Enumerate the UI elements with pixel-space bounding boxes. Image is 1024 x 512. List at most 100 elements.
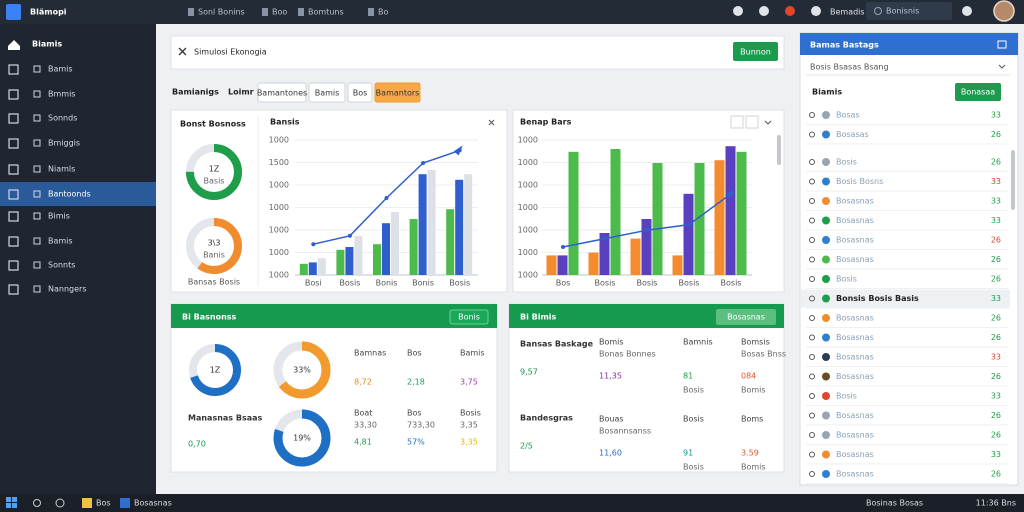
avatar[interactable] bbox=[993, 0, 1015, 22]
taskbar-app-icon[interactable] bbox=[82, 498, 92, 508]
sidebar-item[interactable]: Sonnts bbox=[48, 261, 75, 270]
sidebar-item[interactable]: Bamis bbox=[48, 237, 73, 246]
row-radio[interactable] bbox=[809, 237, 815, 243]
row-radio[interactable] bbox=[809, 178, 815, 185]
sidebar-bullet bbox=[33, 139, 41, 147]
sidebar-item[interactable]: Sonnds bbox=[48, 114, 77, 123]
dropdown-icon[interactable] bbox=[764, 120, 772, 125]
row-label[interactable]: Bosasnas bbox=[836, 431, 874, 440]
close-icon[interactable] bbox=[488, 119, 495, 126]
sidebar-icon bbox=[8, 211, 19, 222]
sidebar-item[interactable]: Bimis bbox=[48, 212, 70, 221]
row-label[interactable]: Bosasnas bbox=[836, 216, 874, 225]
row-radio[interactable] bbox=[809, 315, 815, 321]
dropdown-icon[interactable] bbox=[998, 64, 1006, 69]
sidebar-item[interactable]: Bmiggis bbox=[48, 139, 80, 148]
tab-icon[interactable] bbox=[298, 8, 304, 16]
row-icon bbox=[822, 470, 830, 478]
row-radio[interactable] bbox=[809, 393, 815, 399]
row-label[interactable]: Bosis Bosns bbox=[836, 177, 883, 186]
row-radio[interactable] bbox=[809, 159, 815, 165]
row-label[interactable]: Bosasnas bbox=[836, 411, 874, 420]
settings-icon[interactable] bbox=[962, 6, 972, 16]
card-button-label[interactable]: Bonis bbox=[458, 313, 480, 322]
tab-icon[interactable] bbox=[368, 8, 374, 16]
row-label[interactable]: Bosasas bbox=[836, 130, 869, 139]
top-icon[interactable] bbox=[785, 6, 795, 16]
filter-button-label[interactable]: Bamantones bbox=[257, 89, 307, 98]
panel-button[interactable] bbox=[955, 83, 1001, 101]
title-button[interactable] bbox=[733, 42, 778, 61]
panel-button-label[interactable]: Bonasaa bbox=[961, 88, 995, 97]
tab-icon[interactable] bbox=[188, 8, 194, 16]
taskbar-app[interactable]: Bosasnas bbox=[134, 499, 172, 508]
sidebar-item[interactable]: Bamis bbox=[48, 65, 73, 74]
row-label[interactable]: Bosasnas bbox=[836, 450, 874, 459]
tab-label[interactable]: Bomtuns bbox=[308, 8, 344, 17]
row-label[interactable]: Bosasnas bbox=[836, 372, 874, 381]
row-label[interactable]: Bosis bbox=[836, 158, 857, 167]
start-icon[interactable] bbox=[6, 497, 17, 508]
search-text[interactable]: Bonisnis bbox=[886, 7, 919, 16]
sidebar-item[interactable]: Niamls bbox=[48, 165, 75, 174]
filter-button[interactable] bbox=[347, 82, 373, 103]
sidebar-item[interactable]: Nanngers bbox=[48, 285, 86, 294]
panel-header-icon[interactable] bbox=[997, 40, 1007, 49]
title-button-label[interactable]: Bunnon bbox=[740, 48, 771, 57]
card-button[interactable] bbox=[716, 309, 776, 325]
top-icon[interactable] bbox=[759, 6, 769, 16]
row-radio[interactable] bbox=[809, 373, 815, 380]
row-label[interactable]: Bosasnas bbox=[836, 353, 874, 362]
filter-button-label[interactable]: Bos bbox=[353, 89, 368, 98]
row-radio[interactable] bbox=[809, 112, 815, 118]
filter-button-label[interactable]: Bamantors bbox=[376, 89, 420, 98]
chart-tool[interactable] bbox=[745, 115, 759, 129]
row-label[interactable]: Bosasnas bbox=[836, 197, 874, 206]
row-label[interactable]: Bosas bbox=[836, 111, 860, 120]
tab-label[interactable]: Sonl Bonins bbox=[198, 8, 245, 17]
row-label[interactable]: Bosis bbox=[836, 392, 857, 401]
row-radio[interactable] bbox=[809, 451, 815, 458]
row-radio[interactable] bbox=[809, 432, 815, 438]
row-label[interactable]: Bosis bbox=[836, 275, 857, 284]
tab-icon[interactable] bbox=[262, 8, 268, 16]
row-value: 33 bbox=[991, 197, 1001, 206]
row-label[interactable]: Bosasnas bbox=[836, 314, 874, 323]
tab-label[interactable]: Boo bbox=[272, 8, 287, 17]
card-button[interactable] bbox=[449, 309, 489, 325]
row-radio[interactable] bbox=[809, 471, 815, 477]
row-radio[interactable] bbox=[809, 334, 815, 341]
row-label[interactable]: Bosasnas bbox=[836, 333, 874, 342]
row-radio[interactable] bbox=[809, 256, 815, 263]
taskbar-app-icon[interactable] bbox=[120, 498, 130, 508]
top-icon[interactable] bbox=[733, 6, 743, 16]
filter-button[interactable] bbox=[308, 82, 346, 103]
filter-button[interactable] bbox=[374, 82, 421, 103]
row-label[interactable]: Bosasnas bbox=[836, 236, 874, 245]
taskbar-search[interactable] bbox=[33, 499, 41, 507]
row-label[interactable]: Bosasnas bbox=[836, 470, 874, 479]
taskbar-app[interactable]: Bos bbox=[96, 499, 111, 508]
tab-label[interactable]: Bo bbox=[378, 8, 388, 17]
row-radio[interactable] bbox=[809, 131, 815, 138]
card-button-label[interactable]: Bosasnas bbox=[727, 313, 765, 322]
top-icon[interactable] bbox=[811, 6, 821, 16]
row-label[interactable]: Bosasnas bbox=[836, 255, 874, 264]
taskbar-icon[interactable] bbox=[55, 498, 65, 508]
sidebar-item[interactable]: Bmmis bbox=[48, 90, 75, 99]
filter-button[interactable] bbox=[257, 82, 307, 103]
row-radio[interactable] bbox=[809, 217, 815, 224]
chart-tool[interactable] bbox=[730, 115, 744, 129]
bar bbox=[641, 219, 652, 275]
row-radio[interactable] bbox=[809, 295, 815, 302]
row-radio[interactable] bbox=[809, 412, 815, 419]
row-label[interactable]: Bonsis Bosis Basis bbox=[836, 294, 919, 303]
stat-label: Bamnis bbox=[683, 338, 713, 347]
row-radio[interactable] bbox=[809, 276, 815, 282]
donut-arc bbox=[273, 341, 331, 399]
filter-button-label[interactable]: Bamis bbox=[315, 89, 340, 98]
search-box[interactable] bbox=[866, 2, 952, 20]
row-radio[interactable] bbox=[809, 198, 815, 204]
row-radio[interactable] bbox=[809, 354, 815, 360]
sidebar-item[interactable]: Bantoonds bbox=[48, 190, 91, 199]
